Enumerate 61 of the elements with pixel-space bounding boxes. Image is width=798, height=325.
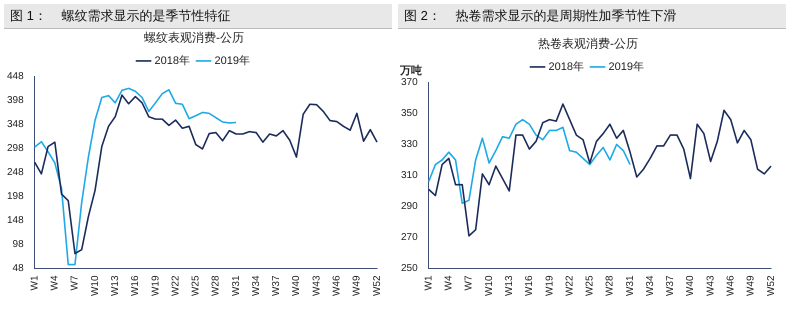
y-tick-label: 48 bbox=[12, 263, 24, 274]
x-tick-label: W49 bbox=[352, 275, 363, 296]
y-tick-label: 198 bbox=[6, 191, 24, 202]
x-tick-label: W4 bbox=[50, 275, 61, 290]
x-tick-label: W19 bbox=[150, 275, 162, 296]
x-tick-label: W1 bbox=[423, 275, 434, 290]
legend-label: 2018年 bbox=[548, 60, 584, 73]
y-tick-label: 290 bbox=[400, 201, 418, 212]
x-tick-label: W40 bbox=[291, 275, 302, 296]
x-tick-label: W49 bbox=[746, 275, 757, 296]
legend-label: 2019年 bbox=[608, 60, 644, 73]
x-tick-label: W7 bbox=[464, 275, 475, 290]
chart-subtitle: 螺纹表观消费-公历 bbox=[144, 30, 244, 45]
y-tick-label: 350 bbox=[400, 108, 418, 120]
y-tick-label: 98 bbox=[12, 239, 24, 250]
x-tick-label: W31 bbox=[230, 275, 242, 296]
y-tick-label: 298 bbox=[6, 143, 24, 154]
chart-title: 图 1： 螺纹需求显示的是季节性特征 bbox=[4, 4, 392, 29]
legend-label: 2019年 bbox=[214, 54, 250, 67]
x-tick-label: W28 bbox=[604, 275, 616, 296]
y-tick-label: 330 bbox=[400, 139, 418, 150]
x-tick-label: W46 bbox=[725, 275, 736, 296]
x-tick-label: W37 bbox=[665, 275, 676, 296]
y-tick-label: 348 bbox=[6, 119, 24, 130]
x-tick-label: W13 bbox=[504, 275, 515, 296]
x-tick-label: W34 bbox=[250, 275, 262, 296]
x-tick-label: W25 bbox=[190, 275, 202, 296]
x-tick-label: W43 bbox=[311, 275, 322, 296]
y-tick-label: 370 bbox=[400, 77, 418, 88]
x-tick-label: W25 bbox=[584, 275, 596, 296]
x-tick-label: W22 bbox=[170, 275, 182, 296]
x-tick-label: W19 bbox=[544, 275, 556, 296]
x-tick-label: W40 bbox=[685, 275, 696, 296]
x-tick-label: W10 bbox=[484, 275, 495, 296]
x-tick-label: W13 bbox=[110, 275, 121, 296]
x-tick-label: W28 bbox=[210, 275, 222, 296]
x-tick-label: W37 bbox=[271, 275, 282, 296]
x-tick-label: W16 bbox=[130, 275, 142, 296]
y-tick-label: 270 bbox=[400, 232, 418, 244]
x-tick-label: W31 bbox=[624, 275, 636, 296]
x-tick-label: W22 bbox=[564, 275, 576, 296]
x-tick-label: W1 bbox=[29, 275, 40, 290]
y-tick-label: 448 bbox=[6, 71, 24, 82]
chart-subtitle: 热卷表观消费-公历 bbox=[538, 36, 638, 51]
x-tick-label: W43 bbox=[705, 275, 716, 296]
y-tick-label: 310 bbox=[400, 170, 418, 182]
y-tick-label: 148 bbox=[6, 215, 24, 226]
x-tick-label: W52 bbox=[372, 275, 383, 296]
chart-title: 图 2： 热卷需求显示的是周期性加季节性下滑 bbox=[398, 4, 786, 29]
x-tick-label: W10 bbox=[90, 275, 101, 296]
x-tick-label: W7 bbox=[70, 275, 81, 290]
y-tick-label: 248 bbox=[6, 167, 24, 178]
y-tick-label: 398 bbox=[6, 95, 24, 106]
legend-label: 2018年 bbox=[154, 54, 190, 67]
x-tick-label: W46 bbox=[331, 275, 342, 296]
y-tick-label: 250 bbox=[400, 263, 418, 274]
x-tick-label: W34 bbox=[644, 275, 656, 296]
x-tick-label: W4 bbox=[444, 275, 455, 290]
x-tick-label: W52 bbox=[766, 275, 777, 296]
x-tick-label: W16 bbox=[524, 275, 536, 296]
y-axis-title: 万吨 bbox=[399, 64, 422, 77]
